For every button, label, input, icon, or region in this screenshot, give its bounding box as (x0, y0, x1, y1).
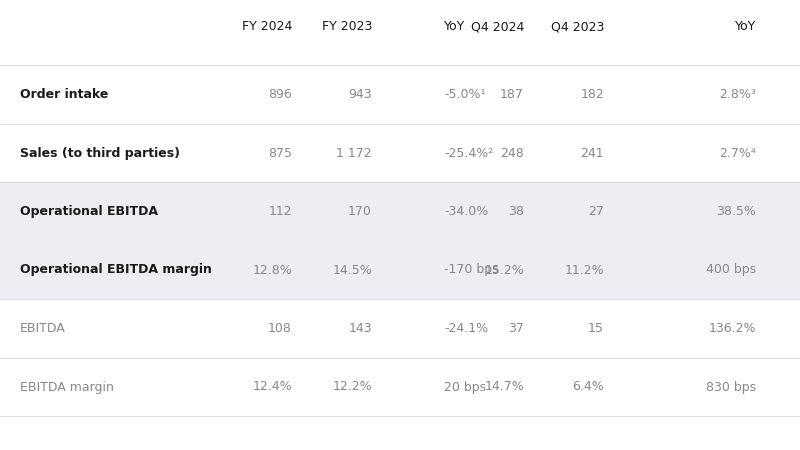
Text: 6.4%: 6.4% (572, 381, 604, 393)
Text: YoY: YoY (734, 20, 756, 33)
Text: 38: 38 (508, 205, 524, 218)
Text: 37: 37 (508, 322, 524, 335)
Text: FY 2023: FY 2023 (322, 20, 372, 33)
Text: 12.2%: 12.2% (332, 381, 372, 393)
Text: 15: 15 (588, 322, 604, 335)
Text: 896: 896 (268, 88, 292, 101)
Text: Operational EBITDA margin: Operational EBITDA margin (20, 264, 212, 276)
Text: 241: 241 (580, 147, 604, 159)
Bar (0, 241, 800, 299)
Text: -24.1%: -24.1% (444, 322, 488, 335)
Text: EBITDA: EBITDA (20, 322, 66, 335)
Text: FY 2024: FY 2024 (242, 20, 292, 33)
Text: Sales (to third parties): Sales (to third parties) (20, 147, 180, 159)
Text: -170 bps: -170 bps (444, 264, 498, 276)
Text: 11.2%: 11.2% (564, 264, 604, 276)
Text: Q4 2023: Q4 2023 (550, 20, 604, 33)
Text: YoY: YoY (444, 20, 466, 33)
Bar (0, 182, 800, 241)
Text: 38.5%: 38.5% (716, 205, 756, 218)
Text: Operational EBITDA: Operational EBITDA (20, 205, 158, 218)
Text: 112: 112 (268, 205, 292, 218)
Text: -34.0%: -34.0% (444, 205, 488, 218)
Text: 12.4%: 12.4% (252, 381, 292, 393)
Text: -5.0%¹: -5.0%¹ (444, 88, 486, 101)
Text: 12.8%: 12.8% (252, 264, 292, 276)
Text: 187: 187 (500, 88, 524, 101)
Text: Q4 2024: Q4 2024 (470, 20, 524, 33)
Text: 20 bps: 20 bps (444, 381, 486, 393)
Text: 2.8%³: 2.8%³ (719, 88, 756, 101)
Text: EBITDA margin: EBITDA margin (20, 381, 114, 393)
Text: 248: 248 (500, 147, 524, 159)
Text: 830 bps: 830 bps (706, 381, 756, 393)
Text: 27: 27 (588, 205, 604, 218)
Text: 170: 170 (348, 205, 372, 218)
Text: 182: 182 (580, 88, 604, 101)
Text: 943: 943 (348, 88, 372, 101)
Text: 14.7%: 14.7% (484, 381, 524, 393)
Text: 136.2%: 136.2% (709, 322, 756, 335)
Text: 14.5%: 14.5% (332, 264, 372, 276)
Text: -25.4%²: -25.4%² (444, 147, 494, 159)
Text: 15.2%: 15.2% (484, 264, 524, 276)
Text: 400 bps: 400 bps (706, 264, 756, 276)
Text: Order intake: Order intake (20, 88, 108, 101)
Text: 1 172: 1 172 (336, 147, 372, 159)
Text: 108: 108 (268, 322, 292, 335)
Text: 143: 143 (348, 322, 372, 335)
Text: 875: 875 (268, 147, 292, 159)
Text: 2.7%⁴: 2.7%⁴ (719, 147, 756, 159)
